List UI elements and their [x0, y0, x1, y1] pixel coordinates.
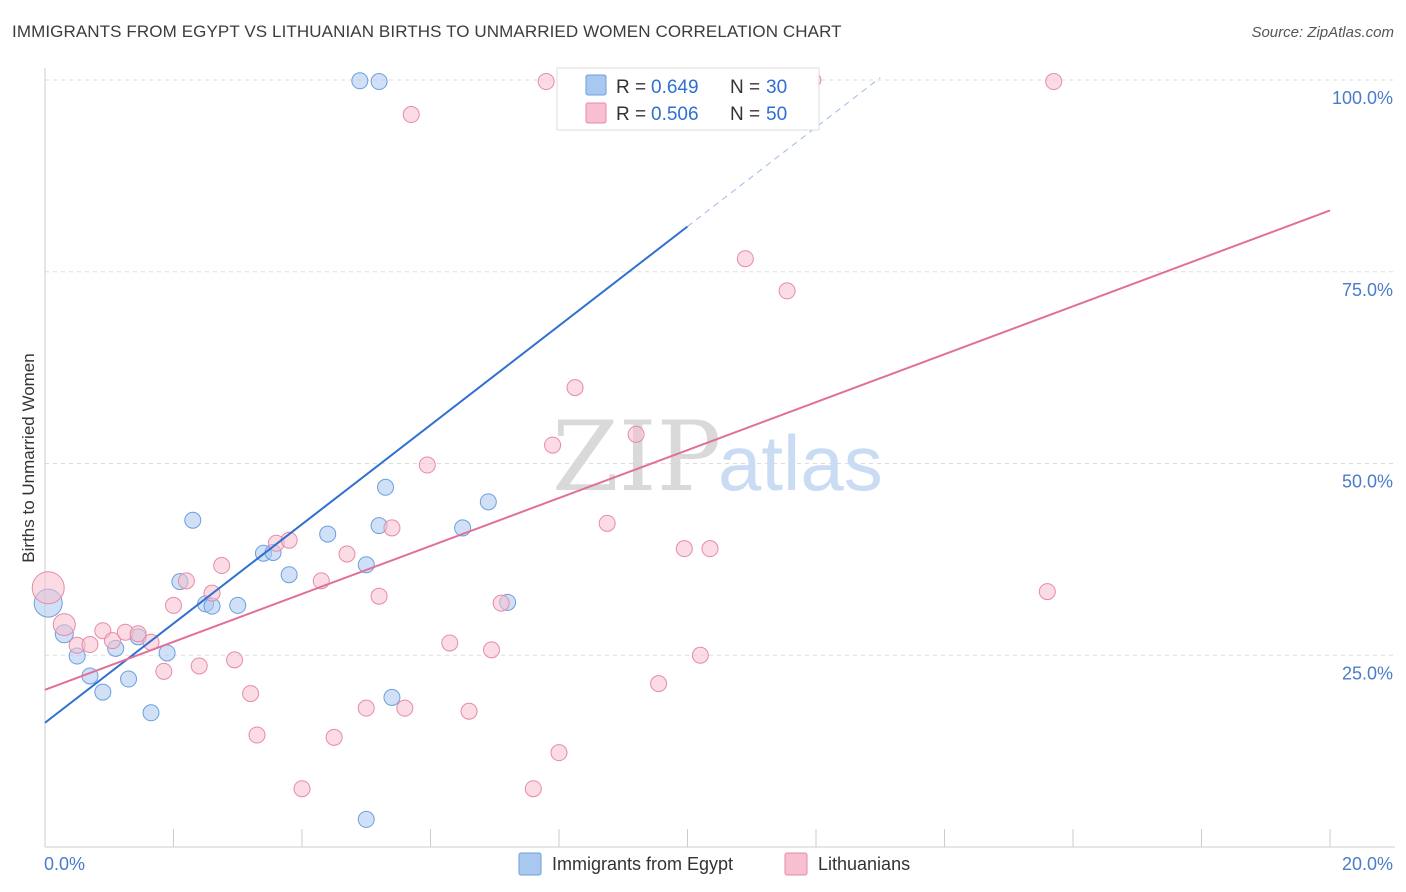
point-lithuanians [1038, 583, 1056, 601]
point-lithuanians [483, 641, 501, 659]
point-lithuanians [325, 728, 343, 746]
y-tick-label: 100.0% [1332, 88, 1393, 108]
point-lithuanians [524, 780, 542, 798]
point-lithuanians [675, 540, 693, 558]
point-egypt [319, 525, 337, 543]
point-egypt [94, 683, 112, 701]
point-egypt [479, 493, 497, 511]
legend-r-value-egypt: 0.649 [651, 77, 699, 98]
trend-layer [44, 77, 1331, 724]
point-lithuanians [226, 651, 244, 669]
point-lithuanians [550, 744, 568, 762]
chart-title: IMMIGRANTS FROM EGYPT VS LITHUANIAN BIRT… [12, 22, 842, 41]
point-egypt [142, 704, 160, 722]
point-lithuanians [338, 545, 356, 563]
y-tick-label: 75.0% [1342, 280, 1393, 300]
legend-r-value-lithuanians: 0.506 [651, 104, 699, 125]
x-tick-label: 20.0% [1342, 854, 1393, 874]
point-lithuanians [165, 596, 182, 614]
grid-layer [45, 79, 1395, 656]
point-lithuanians [129, 625, 147, 643]
ticks-layer: 25.0% 50.0% 75.0% 100.0% 0.0% 20.0% [44, 88, 1393, 874]
point-lithuanians [52, 613, 76, 637]
trendline-egypt-extension [687, 77, 881, 227]
watermark: ZIP atlas [552, 401, 883, 513]
legend-n-label-lithuanians: N = [730, 104, 760, 125]
point-lithuanians [778, 282, 796, 300]
point-lithuanians [248, 726, 266, 744]
point-lithuanians [1045, 73, 1063, 91]
point-egypt [120, 670, 138, 688]
top-legend: R = 0.649 N = 30 R = 0.506 N = 50 [556, 67, 820, 131]
bottom-legend-label-lithuanians: Lithuanians [818, 854, 910, 874]
point-lithuanians [736, 250, 754, 268]
legend-n-value-egypt: 30 [766, 77, 787, 98]
y-tick-label: 25.0% [1342, 663, 1393, 683]
point-egypt [357, 810, 375, 828]
point-lithuanians [402, 106, 420, 124]
point-lithuanians [701, 540, 719, 558]
legend-r-label-lithuanians: R = [616, 104, 646, 125]
point-lithuanians [492, 594, 510, 612]
legend-n-value-lithuanians: 50 [766, 104, 787, 125]
point-lithuanians [293, 780, 311, 798]
point-lithuanians [81, 636, 99, 654]
trendline-egypt [44, 225, 689, 724]
point-egypt [280, 566, 298, 584]
point-egypt [351, 72, 369, 90]
legend-r-label-egypt: R = [616, 77, 646, 98]
bottom-legend-swatch-lithuanians [784, 852, 808, 876]
point-lithuanians [537, 73, 555, 91]
bottom-legend-label-egypt: Immigrants from Egypt [552, 854, 733, 874]
axes-layer [44, 68, 1395, 848]
legend-swatch-egypt [585, 74, 607, 96]
point-lithuanians [242, 685, 260, 703]
point-lithuanians [691, 646, 709, 664]
point-lithuanians [213, 557, 231, 575]
point-lithuanians [370, 587, 388, 605]
point-lithuanians [544, 436, 562, 454]
point-lithuanians [190, 657, 208, 675]
point-lithuanians [441, 634, 459, 652]
point-lithuanians [31, 571, 65, 605]
y-tick-label: 50.0% [1342, 472, 1393, 492]
point-egypt [383, 688, 401, 706]
bottom-legend-swatch-egypt [518, 852, 542, 876]
point-lithuanians [177, 572, 195, 590]
point-lithuanians [103, 632, 121, 650]
point-egypt [229, 596, 247, 614]
point-lithuanians [566, 379, 584, 397]
point-lithuanians [155, 662, 173, 680]
trendline-lithuanians [44, 209, 1331, 691]
bottom-legend: Immigrants from Egypt Lithuanians [518, 852, 910, 876]
watermark-atlas: atlas [718, 419, 883, 507]
point-lithuanians [460, 702, 478, 720]
watermark-zip: ZIP [552, 401, 721, 513]
point-egypt [370, 73, 388, 91]
chart-source: Source: ZipAtlas.com [1251, 24, 1394, 41]
point-lithuanians [357, 699, 375, 717]
point-egypt [184, 511, 202, 529]
x-tick-label: 0.0% [44, 854, 85, 874]
points-layer [31, 71, 1063, 828]
point-lithuanians [418, 456, 436, 474]
y-axis-title: Births to Unmarried Women [19, 353, 38, 562]
point-egypt [377, 478, 395, 496]
legend-swatch-lithuanians [585, 102, 607, 124]
point-lithuanians [650, 675, 668, 693]
legend-n-label-egypt: N = [730, 77, 760, 98]
point-lithuanians [627, 425, 645, 443]
point-lithuanians [396, 699, 414, 717]
point-lithuanians [598, 514, 616, 532]
point-lithuanians [383, 519, 401, 537]
